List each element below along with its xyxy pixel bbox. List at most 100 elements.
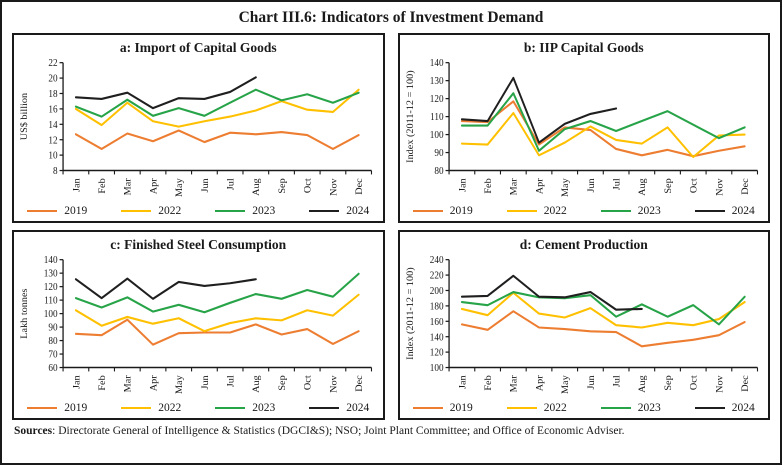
legend-label: 2023 bbox=[252, 402, 276, 414]
y-tick-label: 16 bbox=[48, 104, 57, 116]
series-2022-line bbox=[74, 88, 360, 128]
line-chart-iip-capital-goods: 80 90 100 110 120 130 140 Jan Feb Mar Apr May Jun Jul… bbox=[405, 58, 758, 197]
legend-label: 2019 bbox=[449, 205, 473, 217]
y-tick-label: 240 bbox=[429, 255, 443, 267]
x-tick-label: Feb bbox=[483, 375, 493, 390]
x-tick-label: Jun bbox=[200, 375, 210, 389]
legend-swatch-2022 bbox=[121, 209, 152, 213]
series-2022-line bbox=[460, 291, 746, 329]
y-tick-label: 80 bbox=[48, 336, 57, 348]
legend-item-2024: 2024 bbox=[694, 205, 755, 217]
x-tick-label: Nov bbox=[714, 375, 724, 393]
sources-text: : Directorate General of Intelligence & … bbox=[52, 425, 625, 437]
legend-label: 2022 bbox=[158, 205, 182, 217]
sources-label: Sources bbox=[14, 425, 53, 437]
x-tick-label: Aug bbox=[637, 375, 647, 393]
y-axis-title: Lakh tonnes bbox=[19, 288, 29, 338]
legend-swatch-2019 bbox=[412, 209, 443, 213]
x-tick-label: May bbox=[560, 375, 570, 394]
series-2019-line bbox=[74, 129, 360, 151]
series-2024-line bbox=[460, 274, 643, 311]
x-tick-label: Nov bbox=[714, 178, 724, 196]
panel-import-of-capital-goods: a: Import of Capital Goods 8 10 12 14 16 18 20… bbox=[12, 33, 385, 223]
x-tick-label: Dec bbox=[354, 178, 364, 195]
x-tick-label: Dec bbox=[354, 375, 364, 392]
legend-label: 2022 bbox=[158, 402, 182, 414]
legend-swatch-2024 bbox=[694, 209, 725, 213]
x-tick-label: Mar bbox=[509, 375, 519, 393]
series-2024-line bbox=[74, 76, 257, 110]
series-2023-line bbox=[460, 290, 746, 326]
y-tick-label: 140 bbox=[44, 255, 58, 267]
y-tick-label: 10 bbox=[48, 150, 57, 162]
legend-item-2024: 2024 bbox=[309, 402, 369, 414]
legend-swatch-2019 bbox=[27, 209, 58, 213]
y-axis-title: Index (2011-12 = 100) bbox=[405, 267, 415, 359]
legend-item-2019: 2019 bbox=[27, 402, 87, 414]
y-tick-label: 140 bbox=[429, 332, 443, 344]
x-tick-label: Oct bbox=[303, 178, 313, 193]
x-tick-label: Apr bbox=[534, 375, 544, 392]
legend-swatch-2019 bbox=[27, 406, 58, 410]
page-title: Chart III.6: Indicators of Investment De… bbox=[238, 9, 544, 26]
series-2023-line bbox=[74, 88, 360, 118]
y-tick-label: 8 bbox=[53, 166, 58, 178]
y-tick-label: 200 bbox=[429, 286, 443, 298]
x-tick-label: Sep bbox=[277, 375, 287, 390]
series-2023-line bbox=[460, 92, 746, 152]
legend: 2019 2022 2023 2024 bbox=[404, 205, 765, 220]
legend-item-2022: 2022 bbox=[506, 205, 567, 217]
y-tick-label: 90 bbox=[434, 148, 443, 160]
y-tick-label: 110 bbox=[44, 295, 58, 307]
x-tick-label: Feb bbox=[97, 178, 107, 193]
y-tick-label: 12 bbox=[48, 135, 57, 147]
legend-label: 2024 bbox=[346, 205, 370, 217]
y-tick-label: 90 bbox=[48, 322, 57, 334]
legend-item-2023: 2023 bbox=[600, 402, 661, 414]
legend-swatch-2023 bbox=[215, 406, 246, 410]
panel-cement-production: d: Cement Production 100 120 140 160 180 200 2… bbox=[397, 230, 770, 420]
legend-swatch-2022 bbox=[506, 209, 537, 213]
y-tick-label: 60 bbox=[48, 363, 57, 375]
x-tick-label: Oct bbox=[303, 375, 313, 390]
x-tick-label: Sep bbox=[277, 178, 287, 193]
line-chart-import-of-capital-goods: 8 10 12 14 16 18 20 22 Jan Feb Mar Apr May Jun Jul Aug S… bbox=[19, 58, 373, 197]
legend: 2019 2022 2023 2024 bbox=[404, 402, 765, 417]
x-tick-label: Jan bbox=[457, 178, 467, 192]
y-tick-label: 100 bbox=[44, 309, 58, 321]
legend-label: 2023 bbox=[637, 402, 661, 414]
series-2019-line bbox=[460, 310, 746, 348]
legend-item-2024: 2024 bbox=[309, 205, 369, 217]
series-2023-line bbox=[74, 272, 360, 314]
x-tick-label: Jan bbox=[72, 375, 82, 389]
y-tick-label: 120 bbox=[429, 94, 443, 106]
y-tick-label: 130 bbox=[429, 76, 443, 88]
legend-swatch-2024 bbox=[309, 406, 340, 410]
legend-label: 2024 bbox=[731, 402, 755, 414]
series-2019-line bbox=[74, 318, 360, 346]
x-tick-label: Aug bbox=[252, 178, 262, 196]
y-tick-label: 180 bbox=[429, 301, 443, 313]
legend-swatch-2024 bbox=[694, 406, 725, 410]
legend-label: 2024 bbox=[346, 402, 370, 414]
x-tick-label: Jul bbox=[226, 375, 236, 387]
legend-label: 2022 bbox=[543, 205, 567, 217]
x-tick-label: Dec bbox=[740, 375, 750, 392]
x-tick-label: Oct bbox=[689, 178, 699, 193]
series-2022-line bbox=[460, 111, 746, 159]
y-tick-label: 120 bbox=[44, 282, 58, 294]
x-tick-label: Sep bbox=[663, 375, 673, 390]
x-tick-label: May bbox=[175, 375, 185, 394]
x-tick-label: Sep bbox=[663, 178, 673, 193]
x-tick-label: Apr bbox=[149, 375, 159, 392]
x-tick-label: Apr bbox=[534, 178, 544, 195]
x-tick-label: Mar bbox=[123, 178, 133, 196]
legend-swatch-2023 bbox=[215, 209, 246, 213]
y-tick-label: 100 bbox=[429, 130, 443, 142]
series-2024-line bbox=[460, 76, 617, 144]
y-tick-label: 140 bbox=[429, 58, 443, 70]
y-axis-title: US$ billion bbox=[19, 93, 29, 141]
y-tick-label: 80 bbox=[434, 166, 443, 178]
